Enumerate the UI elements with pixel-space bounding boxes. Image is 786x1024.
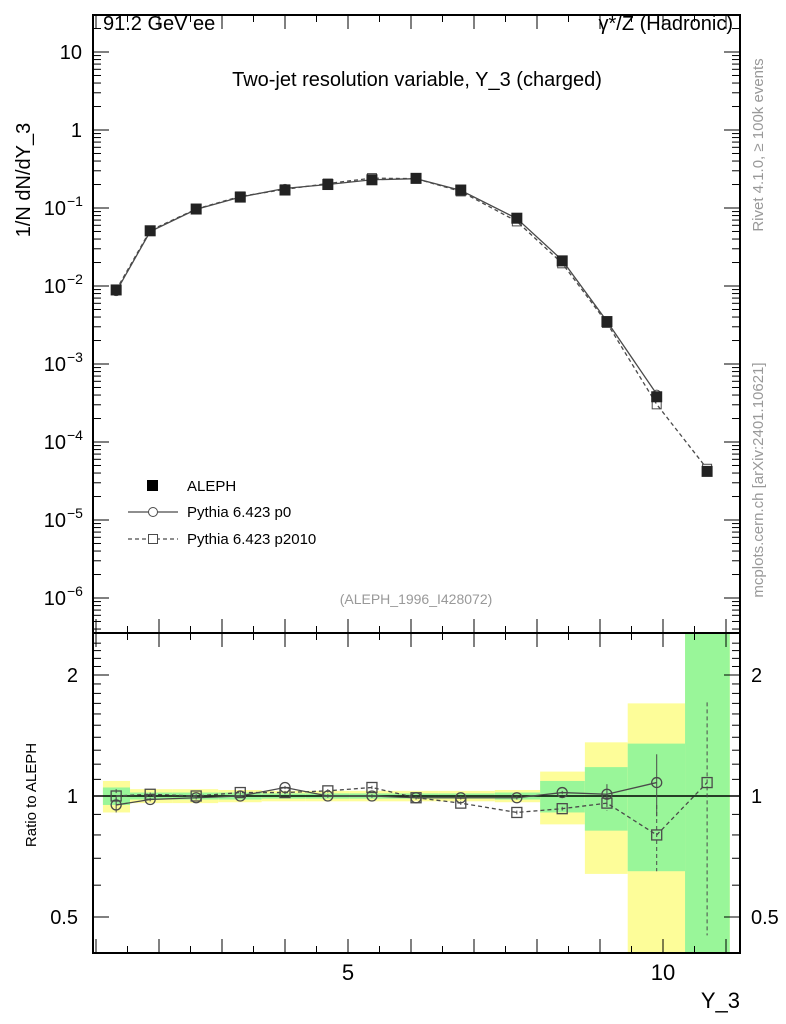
aleph-data-point	[651, 391, 663, 403]
ratio-y-tick-label: 1	[67, 786, 78, 808]
ratio-y-tick-label: 2	[67, 665, 78, 687]
aleph-data-point	[511, 212, 523, 224]
y-tick-label-exponent: −1	[67, 193, 83, 209]
ratio-p2010-point	[410, 792, 422, 804]
y-tick-label: 10	[44, 354, 66, 376]
y-tick-label: 10	[44, 276, 66, 298]
ratio-p2010-point	[651, 829, 663, 841]
ratio-y-tick-label: 0.5	[50, 907, 78, 929]
y-tick-label-exponent: −6	[67, 583, 83, 599]
aleph-data-point	[701, 465, 713, 477]
ratio-p2010-point	[701, 776, 713, 789]
ratio-p2010-line	[116, 782, 708, 836]
ratio-p2010-point	[601, 797, 613, 809]
aleph-data-point	[556, 255, 568, 267]
aleph-data-point	[190, 203, 202, 215]
y-tick-label-exponent: −3	[67, 349, 83, 365]
y-tick-label: 10	[44, 510, 66, 532]
legend-p0-label: Pythia 6.423 p0	[187, 504, 291, 521]
ratio-p2010-point	[455, 797, 467, 809]
aleph-data-point	[279, 184, 291, 196]
aleph-data-point	[601, 316, 613, 328]
ratio-p2010-point	[366, 781, 378, 794]
aleph-data-point	[322, 179, 334, 191]
rivet-version-text: Rivet 4.1.0, ≥ 100k events	[750, 58, 767, 231]
ratio-y-tick-label-right: 2	[751, 665, 762, 687]
legend-aleph-marker	[147, 480, 158, 491]
aleph-data-point	[144, 225, 156, 237]
analysis-annotation: (ALEPH_1996_I428072)	[340, 591, 493, 607]
y-tick-label: 10	[44, 588, 66, 610]
aleph-data-point	[234, 191, 246, 203]
x-tick-label: 5	[342, 960, 354, 985]
main-p2010-line	[115, 177, 708, 470]
y-tick-label: 10	[44, 198, 66, 220]
y-tick-label: 10	[60, 42, 82, 64]
ratio-y-tick-label-right: 0.5	[751, 907, 779, 929]
ratio-p2010-point	[110, 790, 122, 802]
header-right: γ*/Z (Hadronic)	[599, 13, 733, 35]
legend: ALEPH Pythia 6.423 p0 Pythia 6.423 p2010	[128, 478, 316, 548]
legend-p2010-label: Pythia 6.423 p2010	[187, 531, 316, 548]
ratio-band-green	[685, 633, 730, 953]
ratio-y-tick-label-right: 1	[751, 786, 762, 808]
ratio-y-axis-label: Ratio to ALEPH	[23, 743, 40, 847]
aleph-data-point	[110, 284, 122, 296]
ratio-p0-point	[651, 776, 663, 789]
y-tick-label-exponent: −4	[67, 427, 83, 443]
aleph-data-point	[366, 174, 378, 186]
y-tick-label: 1	[71, 120, 82, 142]
header-left: 91.2 GeV ee	[103, 13, 215, 35]
x-axis-label: Y_3	[701, 988, 740, 1013]
legend-p0-marker	[148, 507, 158, 517]
legend-p2010-marker	[148, 534, 158, 544]
mcplots-text: mcplots.cern.ch [arXiv:2401.10621]	[750, 362, 767, 597]
aleph-data-point	[455, 184, 467, 196]
y-tick-label-exponent: −2	[67, 271, 83, 287]
y-tick-label: 10	[44, 432, 66, 454]
ratio-plot-frame	[92, 632, 741, 954]
legend-aleph-label: ALEPH	[187, 478, 236, 495]
y-axis-label: 1/N dN/dY_3	[13, 123, 35, 238]
y-tick-label-exponent: −5	[67, 505, 83, 521]
x-tick-label: 10	[651, 960, 675, 985]
aleph-data-point	[410, 172, 422, 184]
chart-title: Two-jet resolution variable, Y_3 (charge…	[232, 69, 602, 91]
